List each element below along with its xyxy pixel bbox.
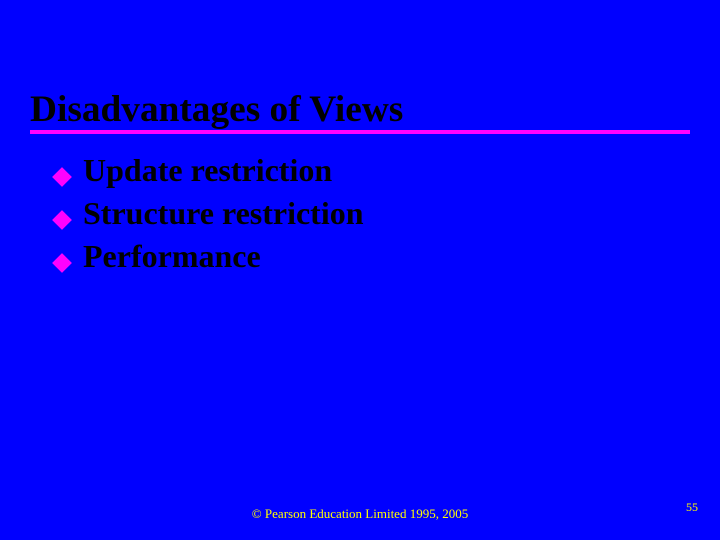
diamond-icon: [52, 167, 72, 187]
footer-copyright: © Pearson Education Limited 1995, 2005: [0, 506, 720, 522]
page-number: 55: [686, 500, 698, 515]
slide-title: Disadvantages of Views: [30, 88, 403, 131]
bullet-text: Performance: [83, 238, 261, 275]
bullet-text: Update restriction: [83, 152, 332, 189]
title-underline: [30, 130, 690, 134]
list-item: Structure restriction: [55, 195, 364, 232]
list-item: Performance: [55, 238, 364, 275]
diamond-icon: [52, 210, 72, 230]
bullet-text: Structure restriction: [83, 195, 364, 232]
diamond-icon: [52, 253, 72, 273]
list-item: Update restriction: [55, 152, 364, 189]
bullet-list: Update restriction Structure restriction…: [55, 152, 364, 281]
slide: Disadvantages of Views Update restrictio…: [0, 0, 720, 540]
